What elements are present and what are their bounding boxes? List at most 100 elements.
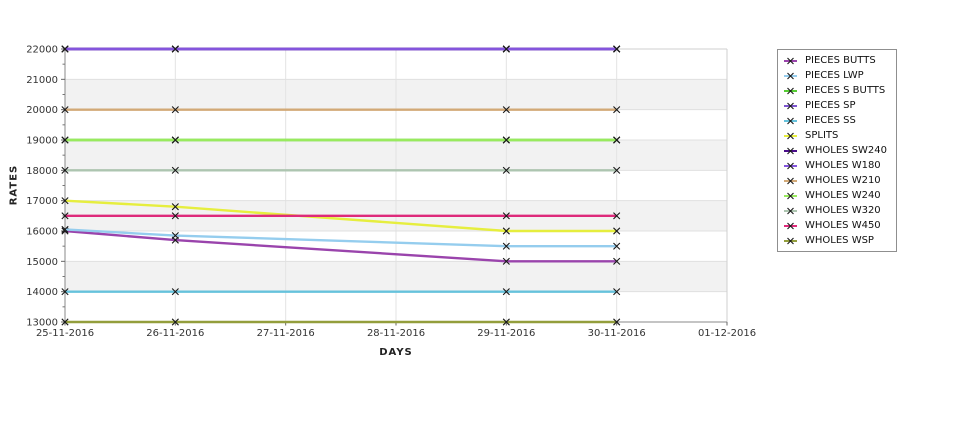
legend-line-x-marker-icon: [784, 87, 797, 94]
legend-item-label: PIECES S BUTTS: [805, 84, 886, 96]
legend-line-x-marker-icon: [784, 57, 797, 64]
legend-item: PIECES SS: [778, 113, 896, 128]
x-marker-icon: [613, 227, 621, 235]
x-marker-icon: [61, 166, 69, 174]
y-tick-label: 16000: [26, 227, 58, 238]
legend-item-label: PIECES LWP: [805, 69, 864, 81]
x-marker-icon: [613, 318, 621, 326]
x-tick-label: 25-11-2016: [36, 328, 94, 339]
legend-item-label: PIECES BUTTS: [805, 54, 876, 66]
x-marker-icon: [502, 227, 510, 235]
x-marker-icon: [171, 288, 179, 296]
legend-item: PIECES SP: [778, 98, 896, 113]
legend-item-label: WHOLES W450: [805, 219, 881, 231]
x-marker-icon: [502, 45, 510, 53]
legend-line-x-marker-icon: [784, 132, 797, 139]
y-tick-label: 21000: [26, 75, 58, 86]
legend-item: WHOLES W450: [778, 218, 896, 233]
x-marker-icon: [171, 212, 179, 220]
x-marker-icon: [171, 106, 179, 114]
y-tick-label: 20000: [26, 105, 58, 116]
x-marker-icon: [171, 45, 179, 53]
x-marker-icon: [613, 45, 621, 53]
legend-line-x-marker-icon: [784, 192, 797, 199]
legend-item: SPLITS: [778, 128, 896, 143]
legend-item-label: WHOLES WSP: [805, 234, 874, 246]
x-marker-icon: [613, 242, 621, 250]
x-marker-icon: [502, 318, 510, 326]
legend-item-label: WHOLES W180: [805, 159, 881, 171]
legend-item: PIECES LWP: [778, 68, 896, 83]
legend-item: WHOLES W320: [778, 203, 896, 218]
legend-item: WHOLES W240: [778, 188, 896, 203]
x-marker-icon: [502, 136, 510, 144]
legend-item-label: SPLITS: [805, 129, 839, 141]
series-line-pieces-butts: [64, 229, 617, 263]
x-marker-icon: [502, 166, 510, 174]
legend-item: WHOLES SW240: [778, 143, 896, 158]
legend-item-label: PIECES SS: [805, 114, 856, 126]
x-marker-icon: [61, 225, 69, 234]
x-marker-icon: [61, 288, 69, 296]
legend-line-x-marker-icon: [784, 117, 797, 124]
x-marker-icon: [61, 318, 69, 326]
x-marker-icon: [502, 242, 510, 250]
x-marker-icon: [61, 106, 69, 114]
x-marker-icon: [171, 231, 179, 240]
x-marker-icon: [171, 166, 179, 174]
x-marker-icon: [502, 106, 510, 114]
y-tick-label: 22000: [26, 45, 58, 56]
x-tick-label: 26-11-2016: [146, 328, 204, 339]
legend-line-x-marker-icon: [784, 177, 797, 184]
x-tick-label: 27-11-2016: [257, 328, 315, 339]
legend-line-x-marker-icon: [784, 222, 797, 229]
legend-line-x-marker-icon: [784, 102, 797, 109]
x-marker-icon: [613, 288, 621, 296]
legend-item-label: WHOLES W210: [805, 174, 881, 186]
x-tick-label: 28-11-2016: [367, 328, 425, 339]
y-tick-label: 13000: [26, 318, 58, 329]
legend-item-label: WHOLES SW240: [805, 144, 888, 156]
x-marker-icon: [61, 136, 69, 144]
y-tick-label: 17000: [26, 196, 58, 207]
legend-item: PIECES BUTTS: [778, 53, 896, 68]
y-tick-label: 14000: [26, 287, 58, 298]
x-marker-icon: [61, 197, 69, 205]
x-marker-icon: [61, 212, 69, 220]
x-tick-label: 30-11-2016: [588, 328, 646, 339]
x-marker-icon: [502, 257, 510, 265]
x-marker-icon: [613, 212, 621, 220]
legend-item-label: WHOLES W320: [805, 204, 881, 216]
legend-item: WHOLES W180: [778, 158, 896, 173]
x-marker-icon: [502, 288, 510, 296]
y-tick-label: 18000: [26, 166, 58, 177]
legend-item: WHOLES W210: [778, 173, 896, 188]
legend: PIECES BUTTS PIECES LWP PIECES S BUTTS PIEC…: [777, 49, 897, 252]
y-tick-label: 15000: [26, 257, 58, 268]
x-axis-title: DAYS: [379, 347, 413, 358]
x-marker-icon: [613, 257, 621, 265]
legend-line-x-marker-icon: [784, 237, 797, 244]
legend-item: PIECES S BUTTS: [778, 83, 896, 98]
x-tick-label: 29-11-2016: [477, 328, 535, 339]
x-marker-icon: [171, 136, 179, 144]
x-marker-icon: [171, 203, 179, 211]
legend-line-x-marker-icon: [784, 72, 797, 79]
x-marker-icon: [61, 45, 69, 53]
legend-line-x-marker-icon: [784, 147, 797, 154]
legend-item-label: WHOLES W240: [805, 189, 881, 201]
y-tick-label: 19000: [26, 136, 58, 147]
x-marker-icon: [502, 212, 510, 220]
x-marker-icon: [171, 318, 179, 326]
legend-line-x-marker-icon: [784, 162, 797, 169]
series-line-splits: [64, 199, 617, 233]
y-axis-title: RATES: [8, 164, 20, 206]
x-marker-icon: [613, 136, 621, 144]
series-line-pieces-lwp: [64, 228, 617, 248]
legend-item-label: PIECES SP: [805, 99, 856, 111]
legend-item: WHOLES WSP: [778, 233, 896, 248]
x-marker-icon: [613, 106, 621, 114]
legend-line-x-marker-icon: [784, 207, 797, 214]
x-marker-icon: [613, 166, 621, 174]
